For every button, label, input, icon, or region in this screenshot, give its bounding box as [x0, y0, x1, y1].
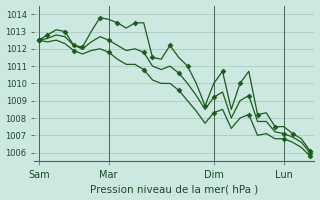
X-axis label: Pression niveau de la mer( hPa ): Pression niveau de la mer( hPa ) [90, 184, 259, 194]
